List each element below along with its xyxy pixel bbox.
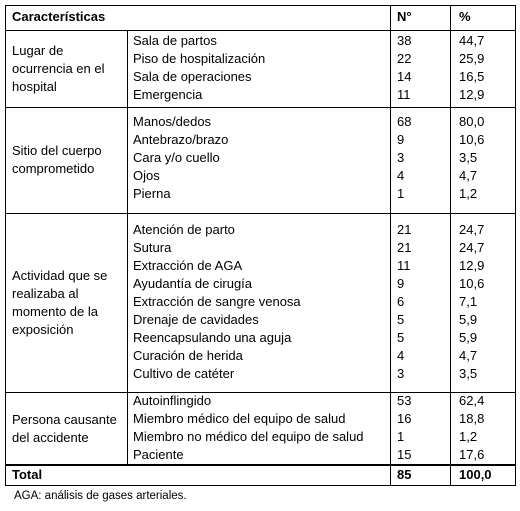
row-border (5, 464, 515, 466)
row-value: 5 (397, 312, 405, 327)
row-value: 68 (397, 114, 412, 129)
row-item: Reencapsulando una aguja (133, 330, 292, 345)
column-border (390, 5, 391, 485)
table-border (5, 5, 515, 6)
row-value: 6 (397, 294, 405, 309)
row-item: Sutura (133, 240, 172, 255)
row-item: Extracción de sangre venosa (133, 294, 301, 309)
row-value: 4,7 (459, 348, 478, 363)
group-label: Actividad que se realizaba al momento de… (12, 267, 108, 337)
header-cell: N° (397, 9, 412, 24)
column-border (450, 5, 451, 485)
row-item: Piso de hospitalización (133, 51, 266, 66)
row-value: 24,7 (459, 240, 485, 255)
row-item: Sala de partos (133, 33, 217, 48)
row-value: 17,6 (459, 447, 485, 462)
row-border (5, 392, 515, 393)
column-border (5, 5, 6, 485)
row-value: 14 (397, 69, 412, 84)
row-value: 5,9 (459, 312, 478, 327)
row-value: 9 (397, 276, 405, 291)
total-label: Total (12, 467, 43, 482)
row-item: Curación de herida (133, 348, 243, 363)
row-value: 12,9 (459, 258, 485, 273)
row-value: 22 (397, 51, 412, 66)
row-item: Cultivo de catéter (133, 366, 235, 381)
row-border (5, 213, 515, 214)
row-item: Pierna (133, 186, 171, 201)
row-item: Manos/dedos (133, 114, 212, 129)
row-value: 53 (397, 393, 412, 408)
row-value: 80,0 (459, 114, 485, 129)
group-label: Persona causante del accidente (12, 411, 117, 445)
row-item: Ayudantía de cirugía (133, 276, 253, 291)
row-value: 7,1 (459, 294, 478, 309)
row-value: 3,5 (459, 150, 478, 165)
row-item: Miembro médico del equipo de salud (133, 411, 346, 426)
row-item: Miembro no médico del equipo de salud (133, 429, 364, 444)
row-value: 5 (397, 330, 405, 345)
row-value: 10,6 (459, 276, 485, 291)
row-value: 38 (397, 33, 412, 48)
row-value: 62,4 (459, 393, 485, 408)
row-value: 18,8 (459, 411, 485, 426)
row-item: Drenaje de cavidades (133, 312, 259, 327)
row-value: 4 (397, 348, 405, 363)
row-value: 21 (397, 222, 412, 237)
row-value: 11 (397, 87, 411, 102)
row-value: 1,2 (459, 186, 478, 201)
column-border (515, 5, 516, 485)
total-value: 85 (397, 467, 412, 482)
row-value: 1 (397, 186, 405, 201)
row-item: Ojos (133, 168, 160, 183)
footnote: AGA: análisis de gases arteriales. (14, 490, 187, 502)
row-value: 5,9 (459, 330, 478, 345)
row-value: 4,7 (459, 168, 478, 183)
row-item: Paciente (133, 447, 184, 462)
row-item: Cara y/o cuello (133, 150, 220, 165)
row-border (5, 30, 515, 31)
row-value: 24,7 (459, 222, 485, 237)
row-value: 16,5 (459, 69, 485, 84)
row-value: 21 (397, 240, 412, 255)
group-label: Sitio del cuerpo comprometido (12, 143, 102, 176)
row-item: Atención de parto (133, 222, 235, 237)
row-item: Sala de operaciones (133, 69, 252, 84)
row-value: 11 (397, 258, 411, 273)
row-value: 4 (397, 168, 405, 183)
row-value: 12,9 (459, 87, 485, 102)
row-value: 3 (397, 150, 405, 165)
row-item: Autoinflingido (133, 393, 212, 408)
table-border (5, 485, 516, 486)
row-value: 10,6 (459, 132, 485, 147)
group-label: Lugar de ocurrencia en el hospital (12, 42, 105, 94)
total-value: 100,0 (459, 467, 492, 482)
row-item: Antebrazo/brazo (133, 132, 229, 147)
row-value: 3 (397, 366, 405, 381)
row-value: 15 (397, 447, 412, 462)
row-item: Emergencia (133, 87, 203, 102)
row-value: 1 (397, 429, 405, 444)
row-value: 3,5 (459, 366, 478, 381)
header-cell: Características (12, 9, 106, 24)
column-border (127, 30, 128, 465)
row-value: 44,7 (459, 33, 485, 48)
row-item: Extracción de AGA (133, 258, 243, 273)
row-value: 25,9 (459, 51, 485, 66)
row-value: 1,2 (459, 429, 478, 444)
row-value: 9 (397, 132, 405, 147)
row-value: 16 (397, 411, 412, 426)
row-border (5, 107, 515, 108)
header-cell: % (459, 9, 471, 24)
